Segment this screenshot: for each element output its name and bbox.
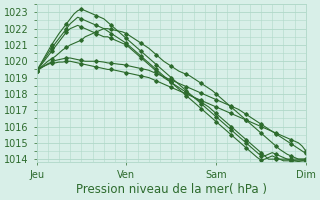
X-axis label: Pression niveau de la mer( hPa ): Pression niveau de la mer( hPa ) (76, 183, 267, 196)
